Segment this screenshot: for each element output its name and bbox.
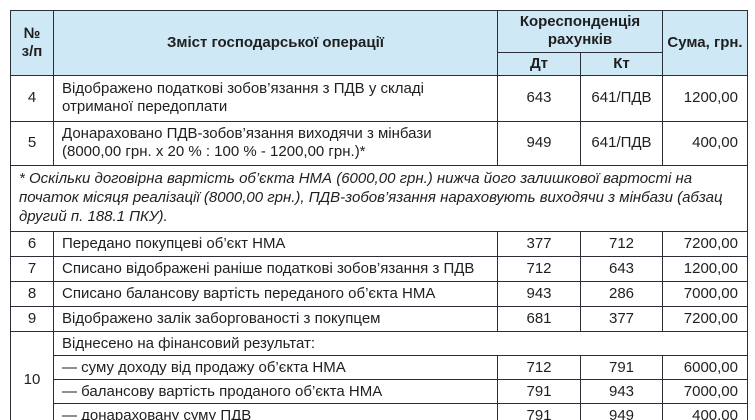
amount-cell: 400,00 bbox=[662, 403, 748, 420]
debit-cell: 943 bbox=[497, 281, 581, 308]
header-credit-column: Кт bbox=[580, 51, 663, 76]
debit-cell: 791 bbox=[497, 403, 581, 420]
header-amount-column: Сума, грн. bbox=[662, 10, 748, 76]
operation-cell: Відображено податкові зобов’язання з ПДВ… bbox=[53, 74, 498, 122]
debit-cell: 949 bbox=[497, 120, 581, 166]
amount-cell: 6000,00 bbox=[662, 355, 748, 381]
row-number-cell: 9 bbox=[10, 306, 54, 333]
operation-cell: — донараховану суму ПДВ bbox=[53, 403, 498, 420]
debit-cell: 791 bbox=[497, 379, 581, 405]
row-number-cell: 8 bbox=[10, 281, 54, 308]
credit-cell: 286 bbox=[580, 281, 663, 308]
row-number-cell: 5 bbox=[10, 120, 54, 166]
credit-cell: 377 bbox=[580, 306, 663, 333]
amount-cell: 1200,00 bbox=[662, 74, 748, 122]
amount-cell: 7200,00 bbox=[662, 231, 748, 258]
table-row-7: 7 Списано відображені раніше податкові з… bbox=[10, 256, 748, 283]
operation-cell: — балансову вартість проданого об’єкта Н… bbox=[53, 379, 498, 405]
table-row-10-item-2: — балансову вартість проданого об’єкта Н… bbox=[11, 379, 748, 405]
credit-cell: 641/ПДВ bbox=[580, 74, 663, 122]
row-number-cell: 6 bbox=[10, 231, 54, 258]
operation-cell: — суму доходу від продажу об’єкта НМА bbox=[53, 355, 498, 381]
operation-cell: Списано балансову вартість переданого об… bbox=[53, 281, 498, 308]
header-number-line1: № bbox=[23, 24, 41, 42]
debit-cell: 712 bbox=[497, 256, 581, 283]
debit-cell: 681 bbox=[497, 306, 581, 333]
table-row-6: 6 Передано покупцеві об’єкт НМА 377 712 … bbox=[10, 231, 748, 258]
header-row-main: № з/п Зміст господарської операції Корес… bbox=[10, 10, 748, 76]
amount-cell: 1200,00 bbox=[662, 256, 748, 283]
row-number-cell: 4 bbox=[10, 74, 54, 122]
table-row-4: 4 Відображено податкові зобов’язання з П… bbox=[10, 74, 748, 122]
credit-cell: 712 bbox=[580, 231, 663, 258]
operation-line1: Донараховано ПДВ-зобов’язання виходячи з… bbox=[62, 125, 432, 143]
operation-line2: (8000,00 грн. х 20 % : 100 % - 1200,00 г… bbox=[62, 143, 366, 161]
header-row-sub: Дт Кт bbox=[11, 51, 748, 76]
operation-cell: Відображено залік заборгованості з покуп… bbox=[53, 306, 498, 333]
amount-cell: 7200,00 bbox=[662, 306, 748, 333]
header-correspondence-column: Кореспонденція рахунків bbox=[497, 10, 663, 53]
credit-cell: 949 bbox=[580, 403, 663, 420]
amount-cell: 400,00 bbox=[662, 120, 748, 166]
table-row-9: 9 Відображено залік заборгованості з пок… bbox=[10, 306, 748, 333]
header-debit-column: Дт bbox=[497, 51, 581, 76]
header-number-column: № з/п bbox=[10, 10, 54, 76]
accounting-operations-table: № з/п Зміст господарської операції Корес… bbox=[10, 10, 748, 420]
operation-cell: Донараховано ПДВ-зобов’язання виходячи з… bbox=[53, 120, 498, 166]
group-title-cell: Віднесено на фінансовий результат: bbox=[53, 331, 748, 357]
debit-cell: 712 bbox=[497, 355, 581, 381]
table-row-5: 5 Донараховано ПДВ-зобов’язання виходячи… bbox=[10, 120, 748, 166]
credit-cell: 943 bbox=[580, 379, 663, 405]
table-row-10-item-1: — суму доходу від продажу об’єкта НМА 71… bbox=[11, 355, 748, 381]
row-number-cell: 10 bbox=[10, 331, 54, 420]
row-number-cell: 7 bbox=[10, 256, 54, 283]
debit-cell: 377 bbox=[497, 231, 581, 258]
footnote-row: * Оскільки договірна вартість об’єкта НМ… bbox=[10, 164, 748, 233]
table-row-8: 8 Списано балансову вартість переданого … bbox=[10, 281, 748, 308]
footnote-text: * Оскільки договірна вартість об’єкта НМ… bbox=[10, 164, 748, 233]
credit-cell: 641/ПДВ bbox=[580, 120, 663, 166]
credit-cell: 791 bbox=[580, 355, 663, 381]
debit-cell: 643 bbox=[497, 74, 581, 122]
header-operation-column: Зміст господарської операції bbox=[53, 10, 498, 76]
amount-cell: 7000,00 bbox=[662, 281, 748, 308]
operation-cell: Списано відображені раніше податкові зоб… bbox=[53, 256, 498, 283]
table-row-10-item-3: — донараховану суму ПДВ 791 949 400,00 bbox=[11, 403, 748, 420]
operation-cell: Передано покупцеві об’єкт НМА bbox=[53, 231, 498, 258]
credit-cell: 643 bbox=[580, 256, 663, 283]
table-row-10-title: 10 Віднесено на фінансовий результат: bbox=[10, 331, 748, 420]
amount-cell: 7000,00 bbox=[662, 379, 748, 405]
header-number-line2: з/п bbox=[21, 42, 43, 60]
table-header: № з/п Зміст господарської операції Корес… bbox=[10, 10, 748, 76]
table-body: 4 Відображено податкові зобов’язання з П… bbox=[10, 74, 748, 420]
